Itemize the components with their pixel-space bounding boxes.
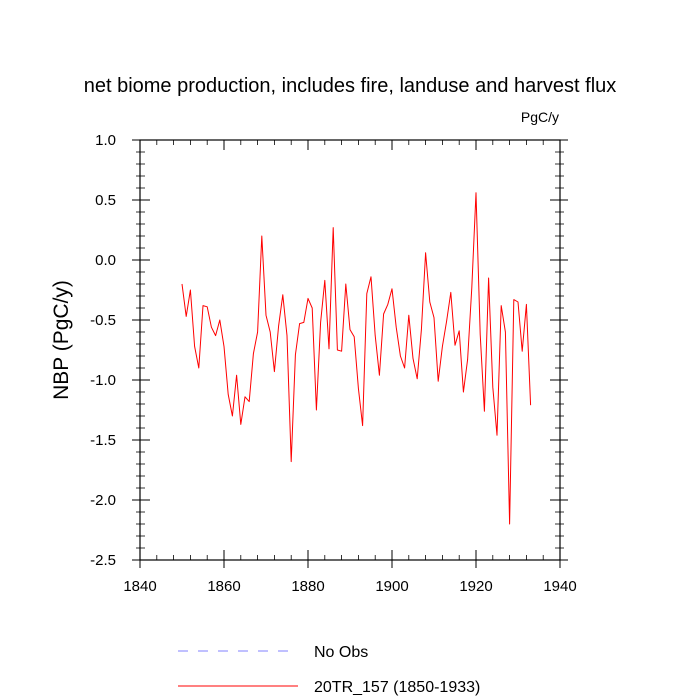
y-tick-label: 0.5 xyxy=(95,192,116,209)
x-tick-label: 1920 xyxy=(459,578,492,595)
legend-label-20tr-157: 20TR_157 (1850-1933) xyxy=(314,679,480,696)
axis-tick-labels: 1840 1860 1880 1900 1920 1940 -2.5 -2.0 -1.5 -1.0… xyxy=(90,132,577,595)
y-tick-label: 0.0 xyxy=(95,252,116,269)
y-tick-label: -2.0 xyxy=(90,492,116,509)
legend-label-no-obs: No Obs xyxy=(314,644,368,661)
plot-frame xyxy=(139,139,561,561)
legend: No Obs 20TR_157 (1850-1933) xyxy=(178,644,480,696)
y-tick-label: -1.5 xyxy=(90,432,116,449)
y-tick-label: 1.0 xyxy=(95,132,116,149)
chart-title: net biome production, includes fire, lan… xyxy=(84,75,617,97)
y-tick-label: -0.5 xyxy=(90,312,116,329)
x-tick-label: 1840 xyxy=(123,578,156,595)
x-tick-label: 1940 xyxy=(543,578,576,595)
y-tick-label: -1.0 xyxy=(90,372,116,389)
y-axis-label: NBP (PgC/y) xyxy=(50,280,73,400)
axis-ticks xyxy=(132,139,568,568)
x-tick-label: 1900 xyxy=(375,578,408,595)
x-tick-label: 1880 xyxy=(291,578,324,595)
y-tick-label: -2.5 xyxy=(90,552,116,569)
series-line-20tr-157 xyxy=(181,192,532,525)
series-group xyxy=(181,192,532,525)
units-label: PgC/y xyxy=(521,109,559,125)
x-tick-label: 1860 xyxy=(207,578,240,595)
